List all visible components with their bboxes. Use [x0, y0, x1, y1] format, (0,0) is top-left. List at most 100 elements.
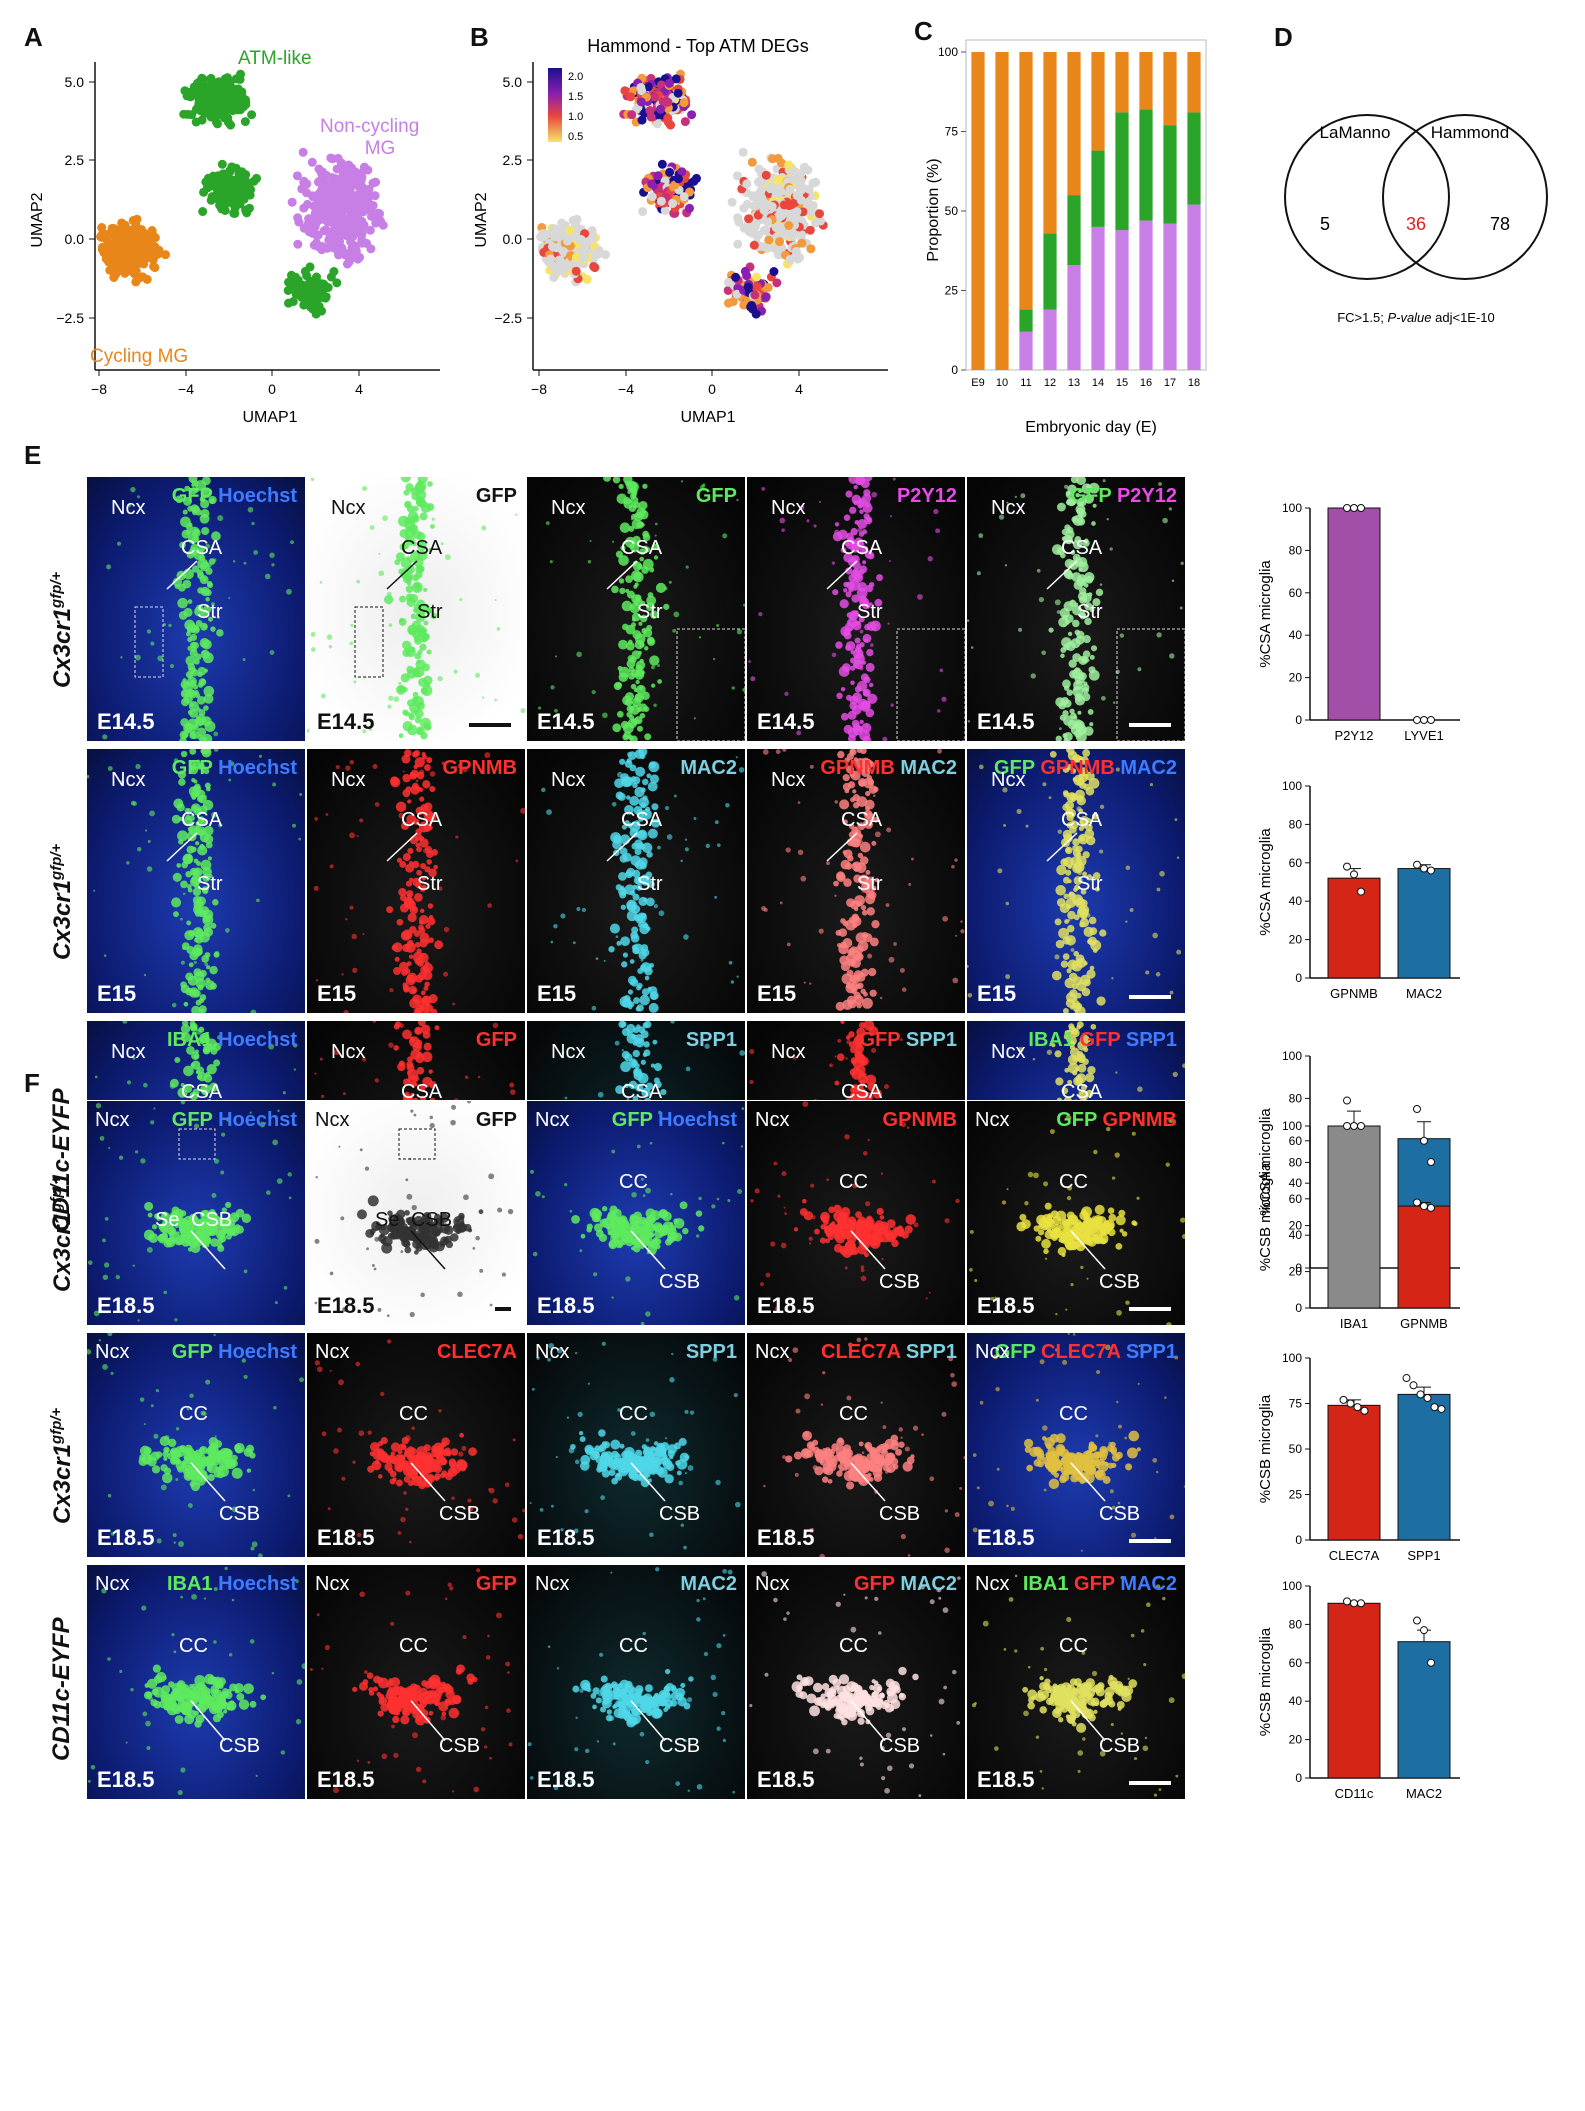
- cell: [639, 862, 647, 870]
- cell: [1069, 1005, 1075, 1010]
- cell: [835, 641, 843, 649]
- umap-point: [571, 266, 581, 276]
- cell: [212, 558, 217, 562]
- cell: [203, 705, 209, 711]
- cell: [845, 532, 854, 541]
- cell: [631, 944, 638, 951]
- cell: [645, 897, 655, 907]
- cell: [135, 763, 141, 770]
- cell: [396, 857, 402, 863]
- umap-point: [765, 184, 775, 194]
- cell: [211, 811, 218, 818]
- cell: [632, 893, 640, 901]
- cell: [829, 1063, 833, 1068]
- tick-label: 2.5: [65, 152, 85, 168]
- umap-point: [550, 232, 560, 242]
- cell: [415, 779, 419, 783]
- cell: [1064, 524, 1071, 531]
- umap-point: [806, 244, 816, 254]
- umap-point: [552, 243, 562, 253]
- cell: [1086, 874, 1093, 881]
- cell: [400, 477, 411, 483]
- cell: [398, 515, 409, 527]
- cell: [181, 861, 189, 869]
- cell: [1074, 695, 1086, 706]
- cell: [417, 959, 424, 967]
- cell: [832, 589, 839, 596]
- cell: [198, 997, 205, 1004]
- cell: [272, 782, 277, 787]
- cell: [421, 884, 427, 890]
- cell: [1079, 781, 1087, 789]
- cell: [1049, 750, 1057, 758]
- umap-point-atm: [223, 113, 233, 123]
- cluster-label-cycling: Cycling MG: [90, 346, 188, 367]
- cell: [1084, 538, 1089, 543]
- cell: [624, 760, 633, 768]
- cell: [858, 780, 866, 787]
- cell: [206, 965, 211, 970]
- venn-label-left: LaManno: [1320, 123, 1391, 142]
- cell: [319, 580, 323, 584]
- cell: [452, 1002, 456, 1006]
- umap-point: [571, 252, 581, 262]
- cell: [437, 675, 443, 682]
- umap-point: [787, 208, 797, 218]
- tick-label: 4: [355, 381, 363, 397]
- cell: [843, 552, 854, 563]
- cell: [213, 731, 219, 737]
- cell: [213, 749, 219, 752]
- cell: [779, 517, 786, 524]
- cell: [1084, 617, 1092, 626]
- umap-point-noncycling: [294, 217, 304, 227]
- cell-layer: [313, 749, 525, 1013]
- cell: [1030, 673, 1036, 679]
- cell: [653, 703, 657, 708]
- cell: [1094, 886, 1100, 892]
- cell: [1090, 1023, 1097, 1030]
- cell: [663, 603, 670, 610]
- cell: [736, 975, 739, 978]
- cell: [441, 761, 446, 766]
- channel-name: SPP1: [685, 1029, 737, 1051]
- cell: [1068, 1040, 1075, 1047]
- cell: [730, 980, 735, 984]
- panel-letter-f: F: [24, 1068, 40, 1098]
- cell: [845, 591, 852, 598]
- cell: [242, 658, 246, 662]
- region-label: Ncx: [331, 1041, 366, 1063]
- cell: [196, 820, 201, 824]
- cell: [434, 940, 444, 950]
- cell: [428, 1069, 433, 1074]
- cell: [849, 579, 861, 591]
- cell: [649, 610, 659, 619]
- cell: [429, 785, 436, 793]
- cell: [187, 599, 193, 605]
- cell: [859, 509, 864, 514]
- cell: [203, 487, 209, 493]
- cell: [861, 1072, 867, 1078]
- umap-point-atm: [197, 115, 207, 125]
- cell: [459, 597, 463, 601]
- cell: [406, 1070, 412, 1075]
- micrograph-e2-4: GPNMB MAC2 Ncx CSA Str E15: [746, 748, 966, 1014]
- cell: [1005, 974, 1011, 980]
- cell: [858, 833, 864, 838]
- channel-label: GFP: [476, 485, 517, 508]
- cell: [1070, 856, 1082, 867]
- cell: [269, 552, 275, 558]
- cell: [205, 977, 211, 983]
- stacked-bar-segment: [1067, 265, 1081, 370]
- panel-letter-d: D: [1274, 22, 1293, 52]
- cell: [967, 720, 970, 723]
- cell: [1075, 680, 1081, 685]
- cell: [857, 852, 864, 859]
- cell: [419, 643, 427, 651]
- umap-point-atm: [213, 171, 223, 181]
- cell: [420, 687, 428, 695]
- cell: [1057, 502, 1066, 512]
- cell: [325, 813, 329, 816]
- cell: [859, 642, 865, 648]
- age-label: E14.5: [537, 709, 595, 734]
